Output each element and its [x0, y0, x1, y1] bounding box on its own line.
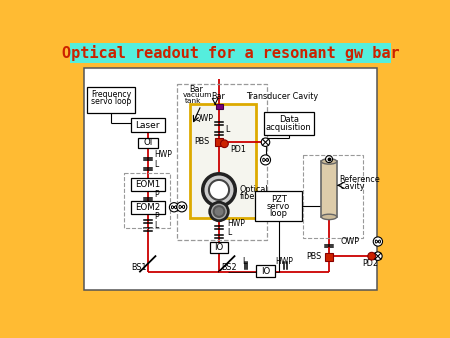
Text: BS1: BS1	[131, 263, 147, 272]
Bar	[130, 178, 165, 191]
Text: Cavity: Cavity	[339, 183, 365, 191]
Ellipse shape	[321, 214, 337, 220]
Text: PBS: PBS	[194, 137, 209, 146]
Circle shape	[325, 156, 333, 163]
Text: Frequency: Frequency	[91, 90, 131, 99]
Bar	[130, 118, 165, 132]
Circle shape	[202, 174, 235, 206]
Text: Optical: Optical	[240, 186, 269, 194]
Bar	[256, 192, 302, 221]
Text: Bar: Bar	[189, 84, 203, 94]
Circle shape	[261, 138, 270, 146]
Text: HWP: HWP	[155, 150, 172, 159]
Bar	[84, 68, 377, 290]
Bar	[215, 138, 223, 146]
Text: PD1: PD1	[230, 145, 246, 154]
Bar	[177, 84, 267, 240]
Bar	[70, 43, 391, 63]
Bar	[138, 138, 158, 148]
Text: loop: loop	[270, 209, 288, 218]
Text: Optical readout for a resonant gw bar: Optical readout for a resonant gw bar	[62, 45, 400, 61]
Bar	[210, 242, 228, 253]
Text: acquisition: acquisition	[266, 123, 311, 132]
Bar	[216, 104, 223, 109]
Text: L: L	[155, 160, 159, 169]
Bar	[124, 173, 170, 228]
Text: L: L	[227, 228, 231, 237]
Text: OWP: OWP	[341, 237, 360, 246]
Circle shape	[220, 140, 228, 148]
Bar	[264, 112, 314, 135]
Text: L: L	[155, 221, 159, 230]
Text: vacuum: vacuum	[183, 92, 212, 98]
Text: P: P	[155, 190, 159, 199]
Text: Transducer Cavity: Transducer Cavity	[246, 92, 318, 101]
Text: IO: IO	[214, 243, 224, 252]
Text: BS2: BS2	[221, 263, 237, 272]
Text: tank: tank	[185, 98, 201, 104]
Text: Laser: Laser	[135, 121, 160, 130]
Circle shape	[374, 252, 382, 260]
Bar	[303, 154, 363, 238]
Ellipse shape	[321, 159, 337, 164]
Circle shape	[177, 202, 187, 212]
Text: IO: IO	[261, 267, 270, 276]
Text: OI: OI	[143, 139, 152, 147]
Circle shape	[214, 206, 225, 217]
Text: PZT: PZT	[271, 195, 287, 204]
Circle shape	[209, 180, 229, 200]
Text: L: L	[243, 257, 247, 266]
Text: EOM1: EOM1	[135, 180, 160, 189]
Text: Bar: Bar	[211, 92, 225, 101]
Text: HWP: HWP	[227, 219, 245, 227]
Circle shape	[169, 203, 179, 212]
Bar	[325, 253, 333, 261]
Circle shape	[368, 252, 376, 260]
Bar	[321, 162, 337, 217]
Circle shape	[261, 155, 270, 165]
Text: servo: servo	[267, 201, 290, 211]
Text: EOM2: EOM2	[135, 203, 160, 212]
Bar	[130, 201, 165, 214]
Text: L: L	[225, 125, 230, 134]
Text: Reference: Reference	[339, 175, 380, 185]
Text: Data: Data	[279, 115, 299, 124]
Text: QWP: QWP	[194, 114, 213, 123]
Circle shape	[210, 202, 228, 221]
Circle shape	[373, 237, 382, 246]
Text: PD2: PD2	[362, 259, 378, 268]
Text: HWP: HWP	[275, 257, 293, 266]
Bar	[256, 265, 275, 277]
Bar	[189, 104, 256, 218]
Text: P: P	[155, 212, 159, 221]
Text: PBS: PBS	[306, 252, 322, 261]
Bar	[87, 87, 135, 113]
Text: servo loop: servo loop	[91, 97, 131, 106]
Text: fiber: fiber	[240, 192, 259, 201]
